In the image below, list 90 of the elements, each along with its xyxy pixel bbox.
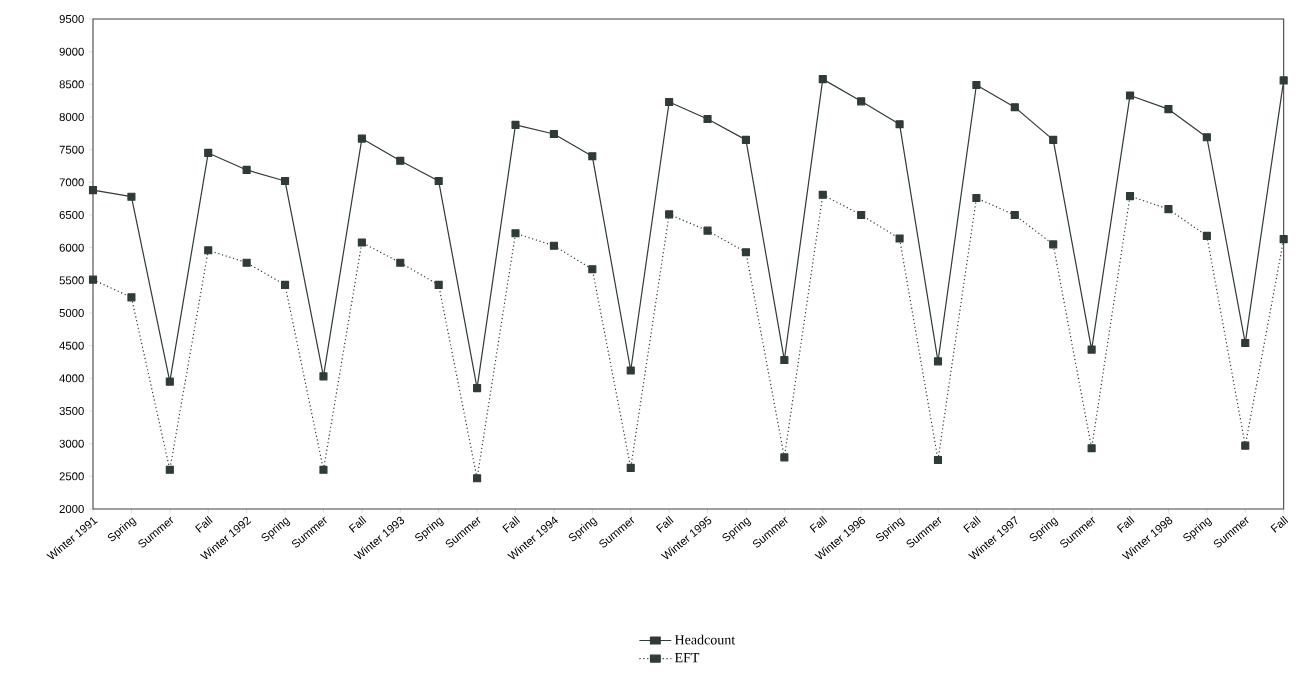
point [1241,441,1250,450]
point [549,129,558,139]
x-tick-label: Fall [655,515,674,533]
y-tick-label: 6000 [59,243,84,252]
y-tick-label: 6500 [59,211,84,220]
point [857,210,866,220]
point [396,258,405,267]
point [933,357,943,366]
point [1279,235,1288,244]
x-tick-label: Fall [1116,515,1135,533]
y-tick-label: 9000 [59,47,84,56]
y-tick-label: 7500 [59,145,84,154]
point [473,474,482,483]
y-tick-label: 7000 [59,178,84,187]
point [319,465,328,474]
point [88,275,98,284]
x-tick-label: Fall [1270,515,1289,533]
point [626,366,635,375]
point [665,210,674,219]
point [242,258,251,267]
point [88,186,98,195]
point [818,75,827,84]
point [1164,105,1173,114]
point [396,156,405,165]
point [895,234,904,243]
point [780,453,789,462]
y-tick-label: 8500 [59,80,84,89]
point [626,463,635,472]
point [511,120,520,129]
point [741,135,751,144]
legend-label: EFT [674,653,700,663]
y-tick-label: 3500 [59,407,84,416]
point [857,97,866,106]
y-tick-label: 5000 [59,309,84,318]
point [319,372,328,381]
point [588,152,597,161]
point [1087,444,1096,453]
point [434,280,443,289]
point [434,176,443,186]
point [972,193,981,203]
point [511,229,520,238]
y-tick-label: 8000 [59,113,84,122]
x-tick-label: Fall [502,515,520,533]
point [972,80,981,90]
point [165,377,174,386]
point [1164,205,1173,214]
point [1010,210,1019,220]
x-tick-label: Fall [963,515,981,533]
point [357,134,366,143]
x-tick-label: Fall [348,515,367,533]
x-tick-label: Fall [809,515,828,533]
point [357,238,366,247]
y-tick-label: 4000 [59,374,84,383]
point [1125,91,1135,100]
point [127,192,136,201]
point [588,265,597,274]
point [204,148,213,158]
point [165,465,174,474]
point [127,293,136,302]
point [204,246,213,255]
point [1202,133,1211,142]
point [1202,231,1211,240]
point [703,114,712,124]
point [280,280,290,289]
point [1241,338,1250,348]
point [1279,76,1288,85]
point [1010,103,1019,112]
point [933,455,943,465]
y-tick-label: 2500 [59,472,84,481]
x-tick-label: Fall [195,515,213,533]
point [703,226,712,235]
point [1049,135,1058,144]
point [665,97,674,107]
point [818,190,827,199]
y-tick-label: 4500 [59,341,84,350]
y-tick-label: 9500 [59,15,84,24]
point [242,165,251,174]
point [741,248,751,257]
point [1049,240,1058,249]
y-tick-label: 5500 [59,276,84,285]
point [1125,191,1135,201]
y-tick-label: 2000 [59,505,84,514]
legend-label: Headcount [674,634,736,645]
point [895,120,904,129]
y-tick-label: 3000 [59,439,84,448]
point [549,241,558,250]
point [473,384,482,393]
point [1087,345,1096,354]
point [780,355,789,365]
point [280,176,290,186]
